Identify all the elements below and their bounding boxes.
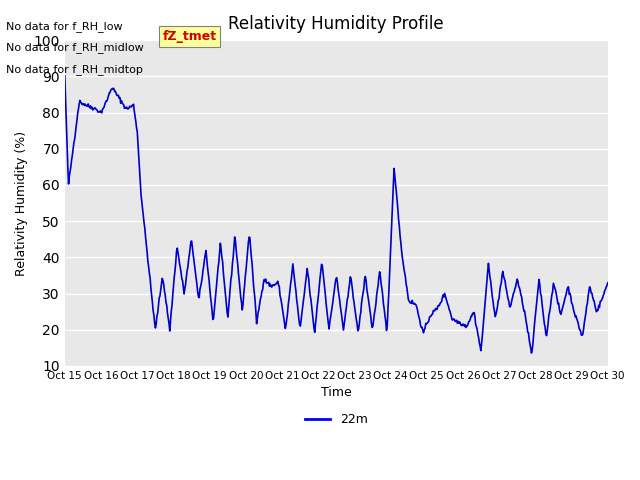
Text: No data for f_RH_midtop: No data for f_RH_midtop	[6, 64, 143, 75]
Text: No data for f_RH_midlow: No data for f_RH_midlow	[6, 42, 144, 53]
X-axis label: Time: Time	[321, 386, 351, 399]
Title: Relativity Humidity Profile: Relativity Humidity Profile	[228, 15, 444, 33]
Text: fZ_tmet: fZ_tmet	[163, 30, 217, 43]
Legend: 22m: 22m	[300, 408, 372, 432]
Text: No data for f_RH_low: No data for f_RH_low	[6, 21, 123, 32]
Y-axis label: Relativity Humidity (%): Relativity Humidity (%)	[15, 131, 28, 276]
